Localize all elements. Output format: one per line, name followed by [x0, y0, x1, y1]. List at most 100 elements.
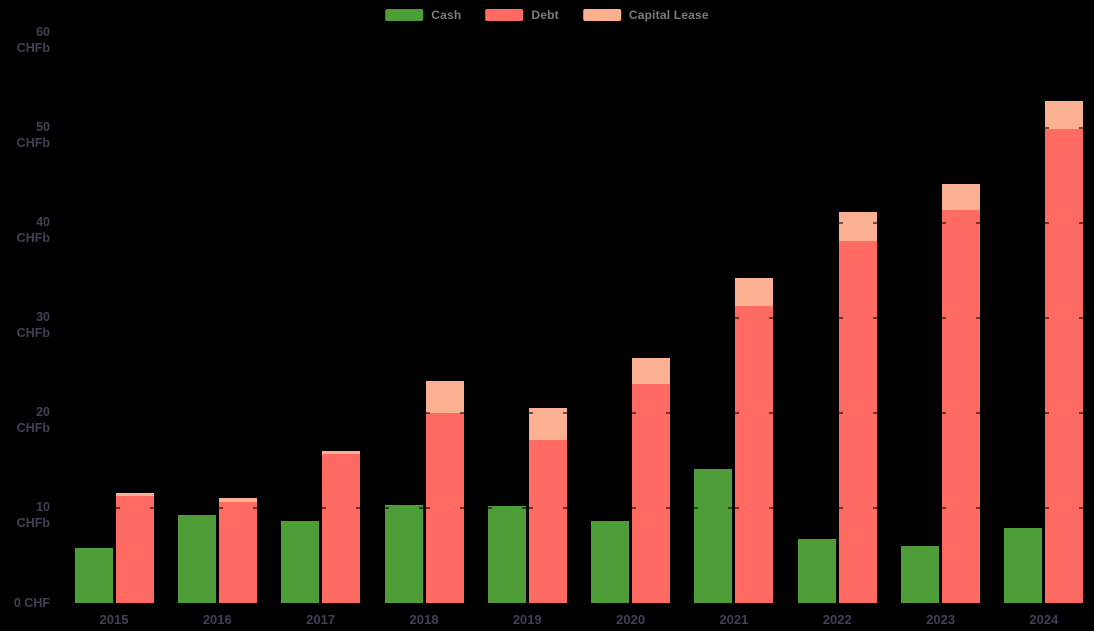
- gridline-tick: [838, 221, 843, 224]
- gridline-tick: [1079, 126, 1084, 129]
- gridline-tick: [838, 411, 843, 414]
- debt-bar-2017[interactable]: [322, 453, 361, 603]
- x-axis-label-2021: 2021: [719, 612, 749, 627]
- legend-label-cash: Cash: [431, 8, 462, 22]
- cash-bar-2015[interactable]: [74, 547, 113, 603]
- x-axis-label-2022: 2022: [822, 612, 852, 627]
- gridline-tick: [1045, 126, 1050, 129]
- capital-lease-bar-2018[interactable]: [425, 381, 464, 413]
- gridline-tick: [942, 316, 947, 319]
- y-axis-label: 20 CHFb: [16, 405, 50, 436]
- gridline-tick: [735, 411, 740, 414]
- gridline-tick: [322, 506, 327, 509]
- debt-bar-2024[interactable]: [1045, 129, 1084, 603]
- debt-bar-2023[interactable]: [942, 210, 981, 603]
- gridline-tick: [425, 411, 430, 414]
- gridline-tick: [149, 506, 154, 509]
- gridline-tick: [872, 221, 877, 224]
- x-axis-label-2017: 2017: [306, 612, 336, 627]
- cash-bar-2021[interactable]: [694, 468, 733, 603]
- cash-bar-2018[interactable]: [384, 505, 423, 603]
- x-axis-label-2018: 2018: [409, 612, 439, 627]
- capital-lease-swatch-icon: [582, 9, 621, 21]
- cash-bar-2016[interactable]: [177, 514, 216, 603]
- gridline-tick: [976, 221, 981, 224]
- gridline-tick: [632, 506, 637, 509]
- x-axis-label-2019: 2019: [512, 612, 542, 627]
- x-axis-label-2020: 2020: [616, 612, 646, 627]
- y-axis-label: 60 CHFb: [16, 24, 50, 55]
- cash-bar-2020[interactable]: [591, 521, 630, 603]
- x-axis-label-2023: 2023: [926, 612, 956, 627]
- gridline-tick: [384, 506, 389, 509]
- gridline-tick: [666, 506, 671, 509]
- gridline-tick: [252, 506, 257, 509]
- cash-bar-2024[interactable]: [1004, 527, 1043, 603]
- gridline-tick: [528, 506, 533, 509]
- cash-bar-2022[interactable]: [797, 539, 836, 603]
- gridline-tick: [838, 316, 843, 319]
- gridline-tick: [1079, 411, 1084, 414]
- gridline-tick: [976, 411, 981, 414]
- gridline-tick: [769, 506, 774, 509]
- cash-bar-2023[interactable]: [901, 545, 940, 603]
- gridline-tick: [418, 506, 423, 509]
- gridline-tick: [728, 506, 733, 509]
- debt-bar-2022[interactable]: [838, 240, 877, 603]
- legend: Cash Debt Capital Lease: [385, 8, 709, 22]
- capital-lease-bar-2022[interactable]: [838, 212, 877, 241]
- gridline-tick: [1045, 221, 1050, 224]
- debt-bar-2016[interactable]: [218, 502, 257, 603]
- debt-swatch-icon: [485, 9, 524, 21]
- gridline-tick: [838, 506, 843, 509]
- debt-bar-2018[interactable]: [425, 412, 464, 603]
- gridline-tick: [528, 411, 533, 414]
- gridline-tick: [735, 506, 740, 509]
- cash-swatch-icon: [385, 9, 424, 21]
- gridline-tick: [694, 506, 699, 509]
- gridline-tick: [942, 411, 947, 414]
- cash-bar-2019[interactable]: [487, 506, 526, 603]
- x-axis-label-2016: 2016: [202, 612, 232, 627]
- gridline-tick: [1045, 411, 1050, 414]
- x-axis-label-2024: 2024: [1029, 612, 1059, 627]
- debt-bar-2021[interactable]: [735, 306, 774, 603]
- legend-item-cash[interactable]: Cash: [385, 8, 461, 22]
- debt-bar-2019[interactable]: [528, 440, 567, 603]
- gridline-tick: [425, 506, 430, 509]
- gridline-tick: [976, 316, 981, 319]
- debt-bar-2020[interactable]: [632, 384, 671, 603]
- gridline-tick: [666, 411, 671, 414]
- x-axis-label-2015: 2015: [99, 612, 129, 627]
- y-axis-label: 0 CHF: [13, 595, 50, 610]
- capital-lease-bar-2023[interactable]: [942, 183, 981, 211]
- gridline-tick: [769, 316, 774, 319]
- capital-lease-bar-2017[interactable]: [322, 450, 361, 454]
- legend-item-debt[interactable]: Debt: [485, 8, 559, 22]
- gridline-tick: [115, 506, 120, 509]
- gridline-tick: [562, 506, 567, 509]
- gridline-tick: [872, 411, 877, 414]
- gridline-tick: [942, 506, 947, 509]
- capital-lease-bar-2015[interactable]: [115, 492, 154, 496]
- gridline-tick: [1079, 506, 1084, 509]
- gridline-tick: [872, 506, 877, 509]
- debt-bar-2015[interactable]: [115, 495, 154, 603]
- capital-lease-bar-2016[interactable]: [218, 498, 257, 503]
- capital-lease-bar-2019[interactable]: [528, 408, 567, 441]
- gridline-tick: [769, 411, 774, 414]
- cash-bar-2017[interactable]: [281, 521, 320, 603]
- capital-lease-bar-2021[interactable]: [735, 277, 774, 307]
- gridline-tick: [487, 506, 492, 509]
- gridline-tick: [1079, 316, 1084, 319]
- legend-item-capital-lease[interactable]: Capital Lease: [582, 8, 709, 22]
- y-axis-label: 40 CHFb: [16, 215, 50, 246]
- y-axis-label: 50 CHFb: [16, 120, 50, 150]
- gridline-tick: [459, 506, 464, 509]
- gridline-tick: [218, 506, 223, 509]
- gridline-tick: [872, 316, 877, 319]
- gridline-tick: [521, 506, 526, 509]
- capital-lease-bar-2024[interactable]: [1045, 100, 1084, 130]
- capital-lease-bar-2020[interactable]: [632, 357, 671, 385]
